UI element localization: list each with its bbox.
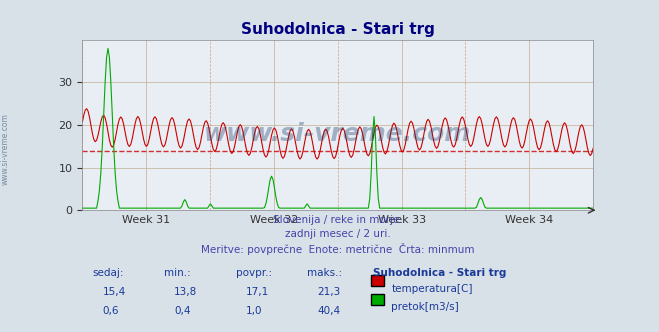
Text: 40,4: 40,4 (318, 306, 341, 316)
Text: 0,6: 0,6 (103, 306, 119, 316)
Text: 13,8: 13,8 (174, 287, 198, 297)
Text: min.:: min.: (164, 268, 191, 278)
Text: Slovenija / reke in morje.: Slovenija / reke in morje. (273, 214, 403, 224)
Text: pretok[m3/s]: pretok[m3/s] (391, 302, 459, 312)
Text: 0,4: 0,4 (174, 306, 191, 316)
FancyBboxPatch shape (371, 275, 384, 286)
Text: Meritve: povprečne  Enote: metrične  Črta: minmum: Meritve: povprečne Enote: metrične Črta:… (201, 243, 474, 256)
Text: maks.:: maks.: (307, 268, 342, 278)
Text: 15,4: 15,4 (103, 287, 126, 297)
FancyBboxPatch shape (371, 294, 384, 305)
Text: 17,1: 17,1 (246, 287, 269, 297)
Text: 1,0: 1,0 (246, 306, 262, 316)
Title: Suhodolnica - Stari trg: Suhodolnica - Stari trg (241, 22, 435, 37)
Text: povpr.:: povpr.: (236, 268, 272, 278)
Text: temperatura[C]: temperatura[C] (391, 284, 473, 293)
Text: www.si-vreme.com: www.si-vreme.com (204, 122, 471, 145)
Text: 21,3: 21,3 (318, 287, 341, 297)
Text: zadnji mesec / 2 uri.: zadnji mesec / 2 uri. (285, 229, 391, 239)
Text: www.si-vreme.com: www.si-vreme.com (1, 114, 10, 185)
Text: Suhodolnica - Stari trg: Suhodolnica - Stari trg (374, 268, 507, 278)
Text: sedaj:: sedaj: (92, 268, 124, 278)
